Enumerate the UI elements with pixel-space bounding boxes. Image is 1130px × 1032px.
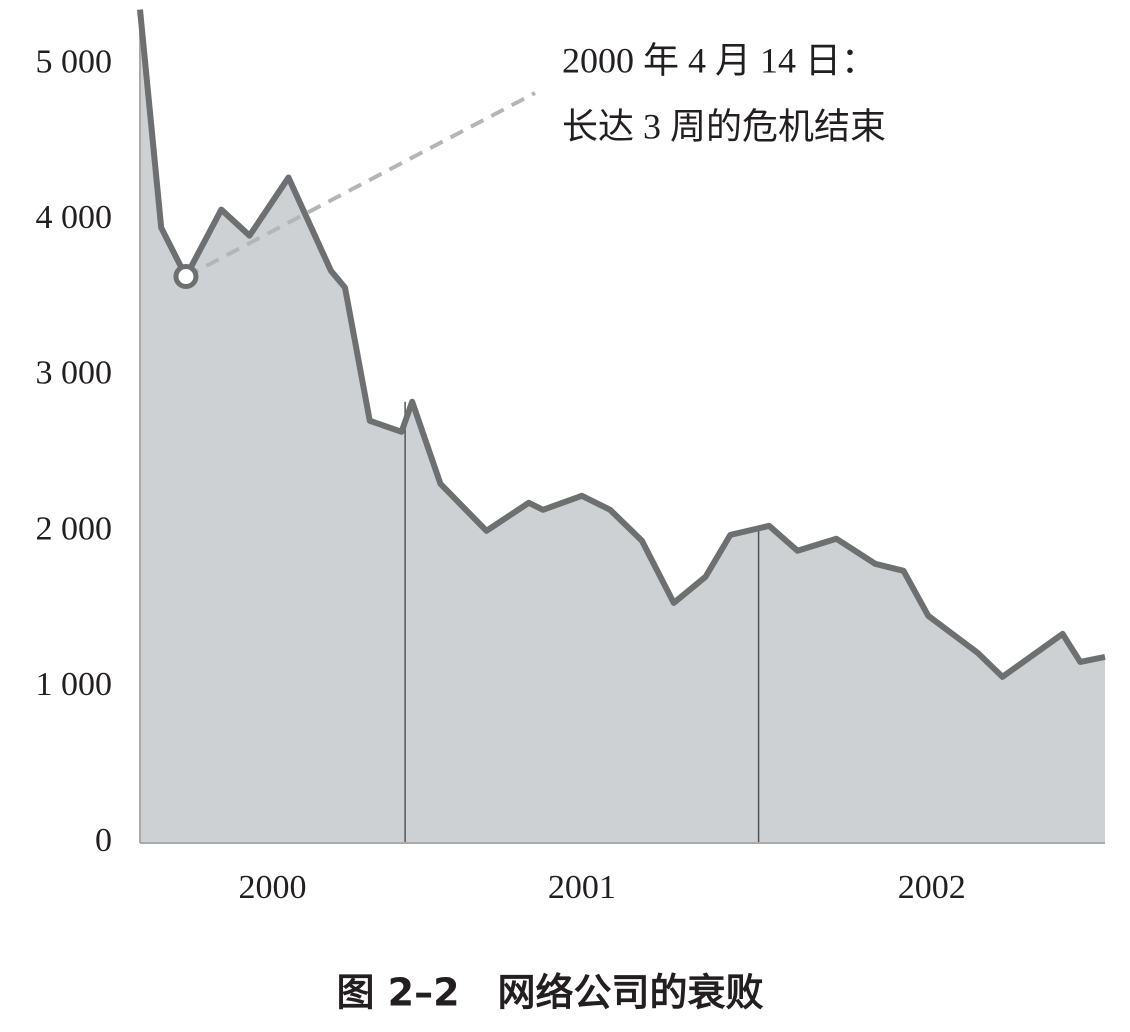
y-tick-label: 0 bbox=[95, 822, 112, 859]
x-tick-label: 2002 bbox=[898, 869, 966, 906]
y-tick-label: 4 000 bbox=[36, 199, 113, 236]
x-tick-label: 2001 bbox=[548, 869, 616, 906]
line bbox=[137, 9, 1106, 680]
area-fill bbox=[140, 9, 1105, 843]
annotation-leader bbox=[185, 91, 536, 279]
annotation-line: 长达 3 周的危机结束 bbox=[562, 106, 886, 146]
annotation-line: 2000 年 4 月 14 日： bbox=[562, 40, 877, 80]
y-tick-label: 3 000 bbox=[36, 355, 113, 392]
y-tick-label: 5 000 bbox=[36, 43, 113, 80]
y-tick-label: 2 000 bbox=[36, 510, 113, 547]
x-tick-label: 2000 bbox=[239, 869, 307, 906]
caption: 图 2–2 网络公司的衰败 bbox=[336, 971, 763, 1015]
annotation-marker bbox=[173, 264, 199, 290]
y-tick-label: 1 000 bbox=[36, 666, 113, 703]
